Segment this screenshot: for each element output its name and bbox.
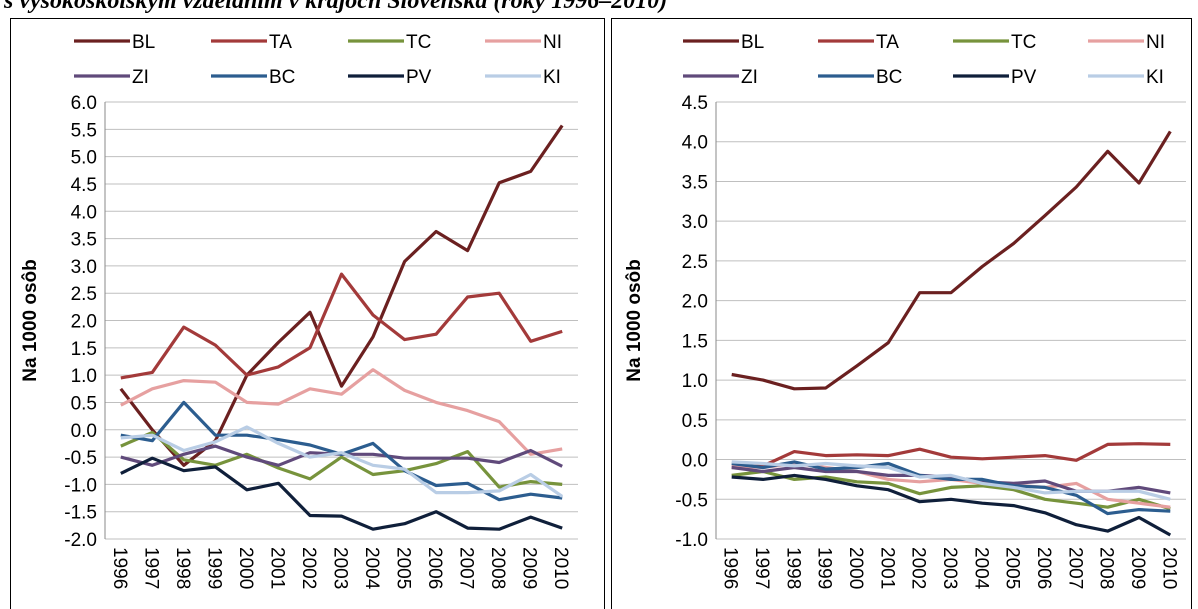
y-tick-label: 2.0 [71, 312, 97, 333]
y-tick-label: -1.0 [675, 530, 708, 551]
y-tick-label: 1.5 [682, 331, 708, 352]
x-tick-label: 2008 [1096, 547, 1117, 589]
y-tick-label: -1.5 [64, 503, 97, 524]
data-line [120, 368, 563, 456]
x-tick-label: 2009 [1127, 547, 1148, 589]
x-tick-label: 2000 [235, 547, 256, 589]
x-tick-label: 2003 [330, 547, 351, 589]
y-tick-label: 4.5 [71, 175, 97, 196]
x-tick-label: 2004 [970, 547, 991, 590]
data-line [120, 430, 563, 489]
data-line [120, 272, 563, 380]
y-tick-label: 4.5 [682, 93, 708, 114]
y-tick-label: 4.0 [682, 133, 708, 154]
x-tick-label: 2001 [876, 547, 897, 589]
data-line [731, 460, 1171, 501]
y-axis-label: Na 1000 osôb [624, 259, 645, 382]
y-tick-label: 6.0 [71, 93, 97, 114]
y-tick-label: 3.5 [682, 172, 708, 193]
y-tick-label: 1.0 [71, 366, 97, 387]
y-tick-label: 2.5 [71, 284, 97, 305]
x-tick-label: 1997 [751, 547, 772, 589]
y-tick-label: 3.0 [71, 257, 97, 278]
y-tick-label: 0.0 [682, 451, 708, 472]
x-tick-label: 2008 [487, 547, 508, 589]
legend-label: KI [543, 67, 561, 88]
legend-label: BC [269, 67, 295, 88]
legend-label: ZI [132, 67, 149, 88]
x-tick-label: 2001 [266, 547, 287, 589]
x-tick-label: 2002 [908, 547, 929, 589]
x-tick-label: 1997 [140, 547, 161, 589]
x-tick-label: 2006 [424, 547, 445, 589]
y-tick-label: -0.5 [675, 490, 708, 511]
data-line [731, 442, 1171, 470]
y-tick-label: 1.5 [71, 339, 97, 360]
x-tick-label: 2005 [393, 547, 414, 589]
y-tick-label: 3.5 [71, 230, 97, 251]
chart-frame [10, 18, 605, 609]
x-tick-label: 2005 [1002, 547, 1023, 589]
legend-label: PV [1011, 67, 1037, 88]
y-tick-label: 0.5 [682, 411, 708, 432]
x-tick-label: 2002 [298, 547, 319, 589]
y-tick-label: 4.0 [71, 202, 97, 223]
legend-label: NI [543, 32, 562, 53]
y-tick-label: 5.5 [71, 120, 97, 141]
data-line [119, 124, 564, 467]
legend-label: TA [269, 32, 292, 53]
legend-label: BC [876, 67, 902, 88]
x-tick-label: 1998 [172, 547, 193, 589]
y-tick-label: -0.5 [64, 448, 97, 469]
y-tick-label: 5.0 [71, 148, 97, 169]
x-tick-label: 2010 [550, 547, 571, 589]
x-tick-label: 2007 [1064, 547, 1085, 589]
y-tick-label: -2.0 [64, 530, 97, 551]
x-tick-label: 2009 [519, 547, 540, 589]
data-line [731, 473, 1172, 537]
x-tick-label: 1996 [109, 547, 130, 589]
y-axis-label: Na 1000 osôb [20, 259, 41, 382]
page-title: s vysokoškolským vzdelaním v krajoch Slo… [3, 0, 667, 14]
y-tick-label: 0.5 [71, 393, 97, 414]
x-tick-label: 2007 [456, 547, 477, 589]
legend-label: NI [1146, 32, 1165, 53]
x-tick-label: 2003 [939, 547, 960, 589]
y-tick-label: 2.5 [682, 252, 708, 273]
x-tick-label: 1999 [203, 547, 224, 589]
x-tick-label: 1998 [782, 547, 803, 589]
x-tick-label: 2010 [1158, 547, 1179, 589]
data-line [120, 456, 563, 531]
x-tick-label: 1996 [720, 547, 741, 589]
legend-label: ZI [741, 67, 758, 88]
x-tick-label: 2000 [845, 547, 866, 589]
legend-label: TC [406, 32, 431, 53]
y-tick-label: 1.0 [682, 371, 708, 392]
y-tick-label: 2.0 [682, 292, 708, 313]
legend-label: BL [741, 32, 764, 53]
y-tick-label: 3.0 [682, 212, 708, 233]
x-tick-label: 2004 [361, 547, 382, 590]
data-line [731, 130, 1172, 391]
legend-label: BL [132, 32, 155, 53]
x-tick-label: 1999 [814, 547, 835, 589]
legend-label: TA [876, 32, 899, 53]
y-tick-label: -1.0 [64, 475, 97, 496]
y-tick-label: 0.0 [71, 421, 97, 442]
data-line [120, 425, 564, 498]
legend-label: KI [1146, 67, 1164, 88]
chart-frame [611, 18, 1192, 609]
legend-label: PV [406, 67, 432, 88]
x-tick-label: 2006 [1033, 547, 1054, 589]
legend-label: TC [1011, 32, 1036, 53]
